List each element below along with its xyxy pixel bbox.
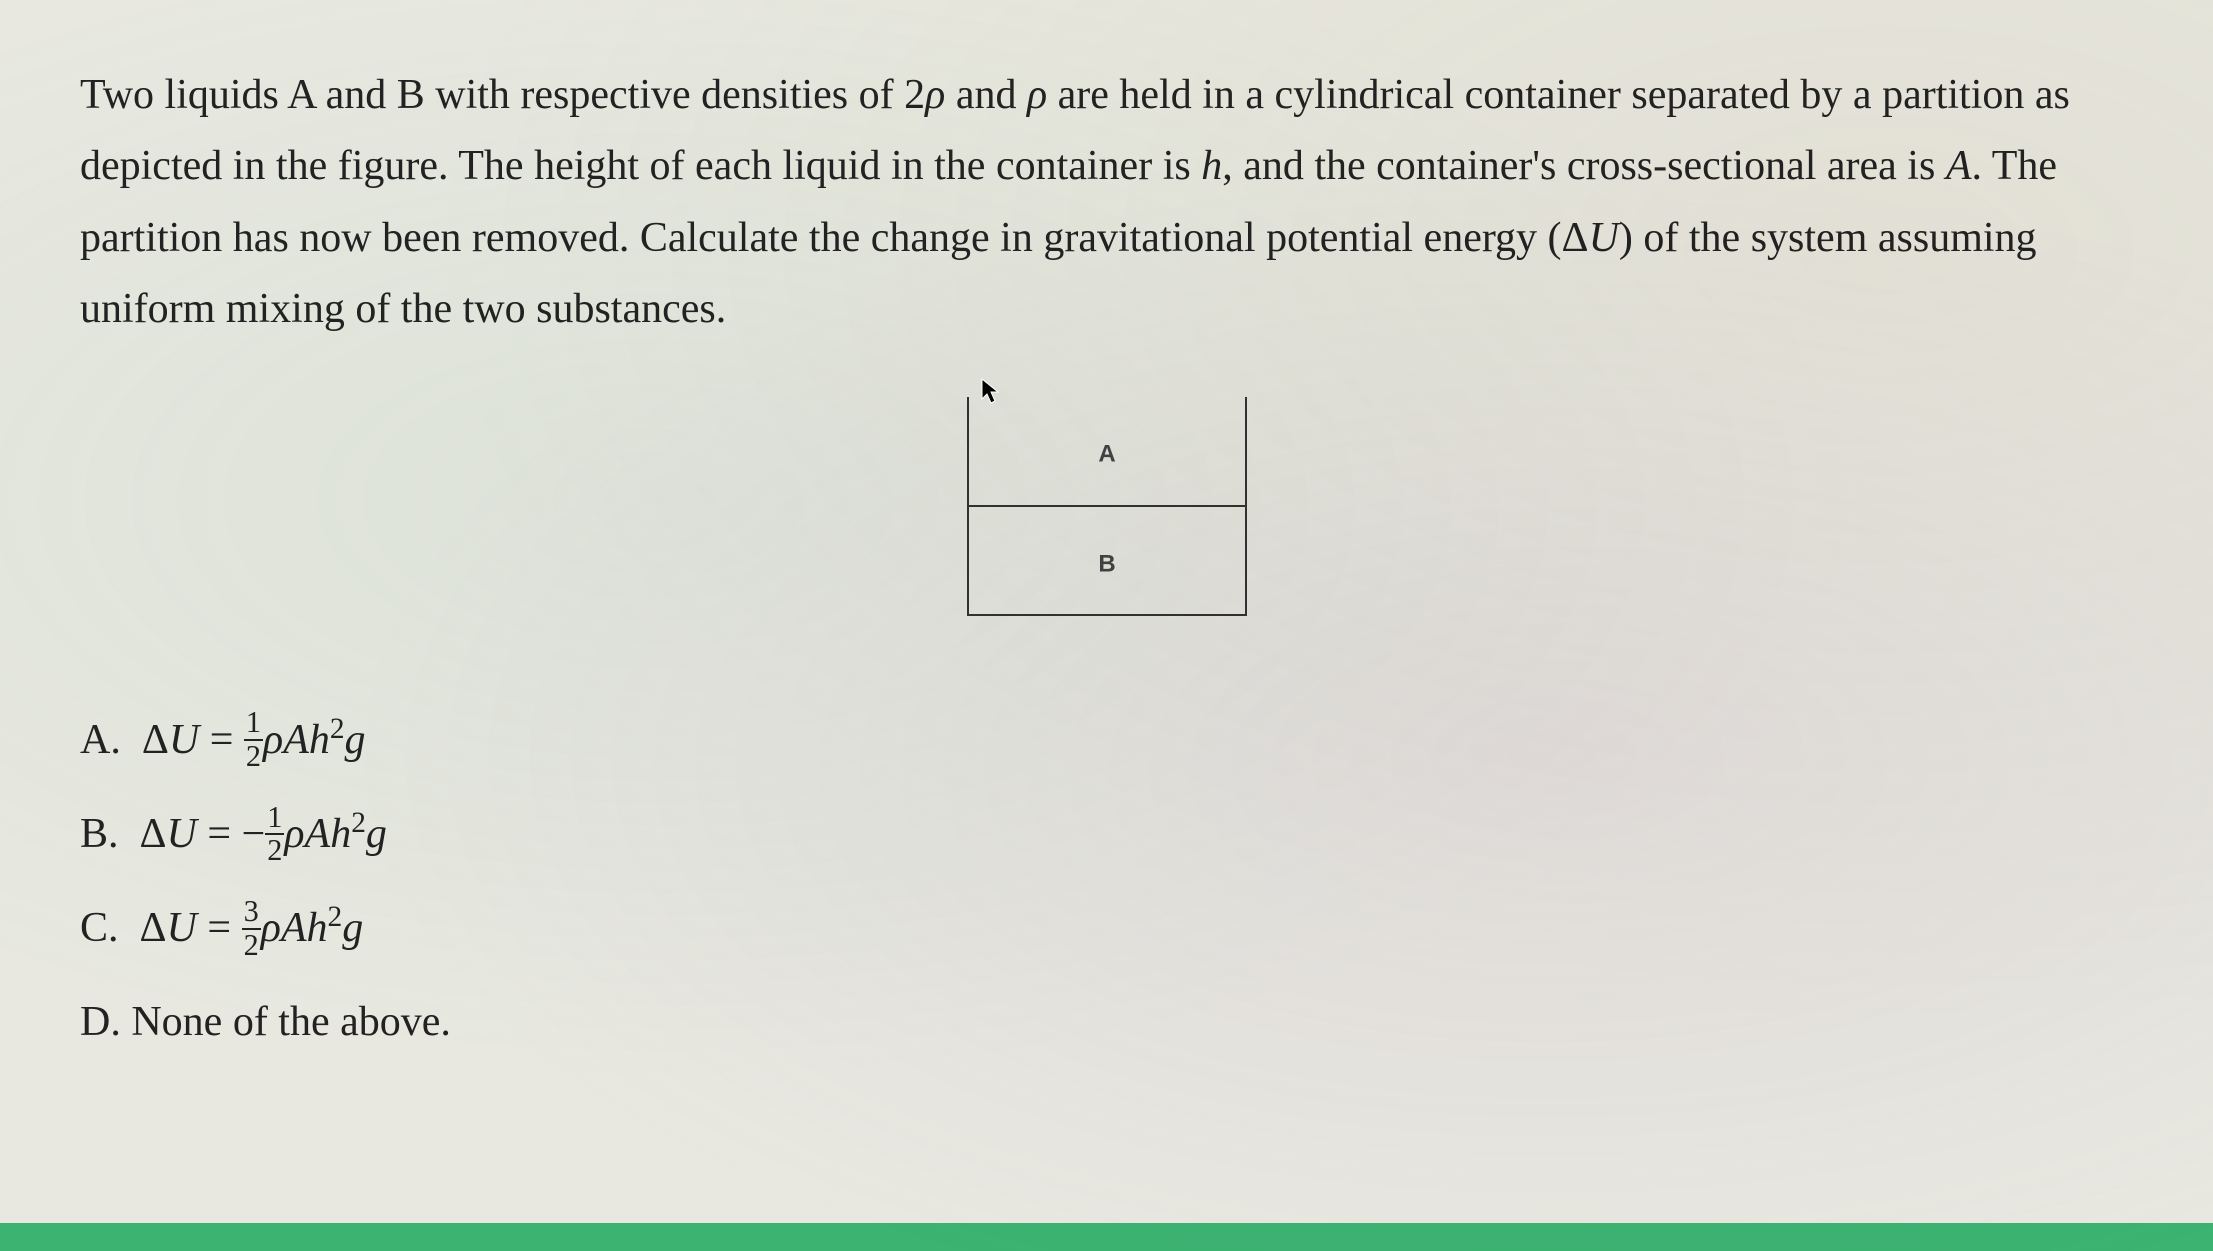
opt-a-frac: 12	[244, 707, 263, 772]
q-seg-4: , and the container's cross-sectional ar…	[1222, 143, 1946, 189]
opt-a-exp: 2	[330, 713, 345, 745]
opt-c-A: A	[281, 905, 307, 951]
q-U: U	[1589, 215, 1619, 261]
opt-c-frac: 32	[242, 896, 261, 961]
mouse-cursor-icon	[979, 378, 1003, 406]
option-d-text: None of the above.	[121, 999, 451, 1045]
option-d-letter: D.	[80, 999, 121, 1045]
opt-b-sign: −	[242, 811, 266, 857]
q-seg-2: and	[945, 72, 1027, 118]
opt-c-exp: 2	[328, 901, 343, 933]
option-c: C. ΔU = 32ρAh2g	[80, 884, 2133, 972]
q-seg-1: Two liquids A and B with respective dens…	[80, 72, 925, 118]
opt-a-g: g	[345, 717, 366, 763]
opt-b-h: h	[330, 811, 351, 857]
figure-container: AB	[967, 396, 1247, 616]
opt-a-eq: =	[199, 717, 244, 763]
opt-b-exp: 2	[351, 807, 366, 839]
option-a-letter: A.	[80, 717, 121, 763]
option-a: A. ΔU = 12ρAh2g	[80, 696, 2133, 784]
opt-b-delta: Δ	[140, 811, 167, 857]
opt-c-h: h	[307, 905, 328, 951]
opt-b-rho: ρ	[284, 811, 304, 857]
opt-c-U: U	[167, 905, 197, 951]
figure-svg: AB	[967, 396, 1247, 616]
opt-c-den: 2	[242, 930, 261, 962]
opt-b-num: 1	[265, 802, 284, 836]
option-b: B. ΔU = −12ρAh2g	[80, 790, 2133, 878]
opt-c-g: g	[342, 905, 363, 951]
opt-b-g: g	[366, 811, 387, 857]
opt-a-h: h	[309, 717, 330, 763]
opt-b-den: 2	[265, 835, 284, 867]
option-b-letter: B.	[80, 811, 119, 857]
question-text: Two liquids A and B with respective dens…	[80, 60, 2133, 346]
q-h: h	[1201, 143, 1222, 189]
opt-c-num: 3	[242, 896, 261, 930]
option-c-letter: C.	[80, 905, 119, 951]
opt-a-U: U	[169, 717, 199, 763]
opt-b-U: U	[167, 811, 197, 857]
opt-a-den: 2	[244, 741, 263, 773]
q-rho-1: ρ	[925, 72, 945, 118]
opt-c-rho: ρ	[261, 905, 281, 951]
opt-a-rho: ρ	[263, 717, 283, 763]
opt-c-eq: =	[197, 905, 242, 951]
opt-b-A: A	[305, 811, 331, 857]
svg-text:B: B	[1098, 550, 1115, 577]
opt-b-frac: 12	[265, 802, 284, 867]
options-list: A. ΔU = 12ρAh2g B. ΔU = −12ρAh2g C. ΔU =…	[80, 696, 2133, 1067]
q-A: A	[1946, 143, 1972, 189]
opt-a-A: A	[283, 717, 309, 763]
bottom-bar	[0, 1223, 2213, 1251]
svg-text:A: A	[1098, 440, 1115, 467]
opt-a-delta: Δ	[142, 717, 169, 763]
opt-a-num: 1	[244, 707, 263, 741]
option-d: D. None of the above.	[80, 978, 2133, 1066]
opt-b-eq: =	[197, 811, 242, 857]
opt-c-delta: Δ	[140, 905, 167, 951]
q-rho-2: ρ	[1027, 72, 1047, 118]
